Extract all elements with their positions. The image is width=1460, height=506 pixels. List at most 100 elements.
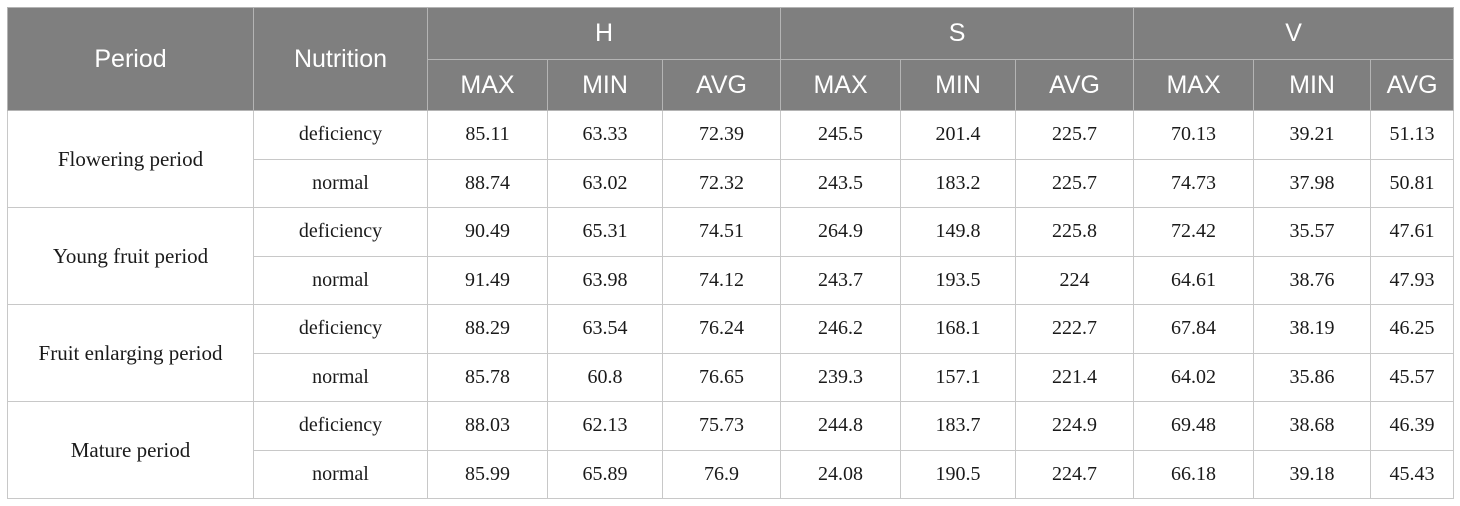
value-cell: 76.9	[661, 449, 782, 499]
value-cell: 157.1	[900, 352, 1017, 402]
nutrition-cell: deficiency	[253, 207, 428, 257]
value-cell: 35.57	[1253, 207, 1372, 257]
value-cell: 72.32	[661, 158, 782, 208]
nutrition-cell: normal	[253, 449, 428, 499]
value-cell: 60.8	[547, 352, 663, 402]
value-cell: 45.43	[1370, 449, 1455, 499]
table-row: normal 88.74 63.02 72.32 243.5 183.2 225.7 74.7…	[8, 158, 1455, 208]
value-cell: 149.8	[900, 207, 1017, 257]
header-h-avg: AVG	[661, 59, 782, 111]
value-cell: 245.5	[780, 110, 902, 160]
period-cell: Mature period	[7, 401, 254, 499]
value-cell: 72.42	[1133, 207, 1255, 257]
value-cell: 225.7	[1015, 110, 1135, 160]
value-cell: 63.02	[547, 158, 663, 208]
value-cell: 85.78	[427, 352, 548, 402]
value-cell: 88.29	[427, 304, 548, 354]
value-cell: 63.98	[547, 255, 663, 305]
header-h-max: MAX	[427, 59, 548, 111]
period-cell: Young fruit period	[7, 207, 254, 305]
value-cell: 50.81	[1370, 158, 1455, 208]
value-cell: 246.2	[780, 304, 902, 354]
value-cell: 239.3	[780, 352, 902, 402]
table-body: Flowering period deficiency 85.11 63.33 72.3…	[7, 110, 1455, 499]
header-v-max: MAX	[1133, 59, 1255, 111]
value-cell: 76.65	[661, 352, 782, 402]
value-cell: 38.19	[1253, 304, 1372, 354]
value-cell: 37.98	[1253, 158, 1372, 208]
value-cell: 225.7	[1015, 158, 1135, 208]
value-cell: 64.02	[1133, 352, 1255, 402]
value-cell: 264.9	[780, 207, 902, 257]
header-s-avg: AVG	[1015, 59, 1135, 111]
value-cell: 47.61	[1370, 207, 1455, 257]
table-row: normal 91.49 63.98 74.12 243.7 193.5 224 64.61 3…	[8, 255, 1455, 305]
header-group-h: H	[426, 7, 782, 60]
value-cell: 224.7	[1015, 449, 1135, 499]
value-cell: 63.54	[547, 304, 663, 354]
value-cell: 224	[1015, 255, 1135, 305]
value-cell: 183.7	[900, 401, 1017, 451]
header-v-avg: AVG	[1370, 59, 1455, 111]
value-cell: 67.84	[1133, 304, 1255, 354]
value-cell: 38.68	[1253, 401, 1372, 451]
value-cell: 24.08	[780, 449, 902, 499]
period-cell: Flowering period	[7, 110, 254, 208]
header-nutrition: Nutrition	[253, 7, 428, 111]
nutrition-cell: normal	[253, 255, 428, 305]
value-cell: 72.39	[661, 110, 782, 160]
header-group-v: V	[1133, 7, 1455, 60]
value-cell: 243.5	[780, 158, 902, 208]
value-cell: 65.89	[547, 449, 663, 499]
value-cell: 225.8	[1015, 207, 1135, 257]
header-period: Period	[7, 7, 254, 111]
value-cell: 39.21	[1253, 110, 1372, 160]
value-cell: 51.13	[1370, 110, 1455, 160]
hsv-table: Period Nutrition H S V MAX MIN AVG MAX M…	[7, 7, 1455, 499]
nutrition-cell: normal	[253, 158, 428, 208]
value-cell: 224.9	[1015, 401, 1135, 451]
value-cell: 69.48	[1133, 401, 1255, 451]
value-cell: 64.61	[1133, 255, 1255, 305]
nutrition-cell: deficiency	[253, 401, 428, 451]
table-row: Mature period deficiency 88.03 62.13 75.73 24…	[7, 401, 1455, 499]
value-cell: 46.39	[1370, 401, 1455, 451]
value-cell: 76.24	[661, 304, 782, 354]
value-cell: 88.03	[427, 401, 548, 451]
value-cell: 88.74	[427, 158, 548, 208]
value-cell: 62.13	[547, 401, 663, 451]
data-table-container: Period Nutrition H S V MAX MIN AVG MAX M…	[7, 7, 1455, 499]
value-cell: 75.73	[661, 401, 782, 451]
value-cell: 74.12	[661, 255, 782, 305]
value-cell: 45.57	[1370, 352, 1455, 402]
value-cell: 39.18	[1253, 449, 1372, 499]
value-cell: 193.5	[900, 255, 1017, 305]
value-cell: 244.8	[780, 401, 902, 451]
value-cell: 183.2	[900, 158, 1017, 208]
value-cell: 201.4	[900, 110, 1017, 160]
value-cell: 63.33	[547, 110, 663, 160]
nutrition-cell: deficiency	[253, 304, 428, 354]
value-cell: 85.11	[427, 110, 548, 160]
value-cell: 243.7	[780, 255, 902, 305]
value-cell: 91.49	[427, 255, 548, 305]
value-cell: 46.25	[1370, 304, 1455, 354]
value-cell: 65.31	[547, 207, 663, 257]
value-cell: 168.1	[900, 304, 1017, 354]
value-cell: 38.76	[1253, 255, 1372, 305]
period-cell: Fruit enlarging period	[7, 304, 254, 402]
table-row: normal 85.99 65.89 76.9 24.08 190.5 224.7 66.18…	[8, 449, 1455, 499]
value-cell: 35.86	[1253, 352, 1372, 402]
header-group-s: S	[780, 7, 1135, 60]
value-cell: 66.18	[1133, 449, 1255, 499]
value-cell: 190.5	[900, 449, 1017, 499]
header-v-min: MIN	[1253, 59, 1372, 111]
table-row: normal 85.78 60.8 76.65 239.3 157.1 221.4 64.02…	[8, 352, 1455, 402]
table-row: Flowering period deficiency 85.11 63.33 72.3…	[7, 110, 1455, 208]
nutrition-cell: deficiency	[253, 110, 428, 160]
table-row: Young fruit period deficiency 90.49 65.31 74…	[7, 207, 1455, 305]
value-cell: 222.7	[1015, 304, 1135, 354]
header-h-min: MIN	[547, 59, 663, 111]
value-cell: 74.73	[1133, 158, 1255, 208]
table-row: Fruit enlarging period deficiency 88.29 63.…	[7, 304, 1455, 402]
